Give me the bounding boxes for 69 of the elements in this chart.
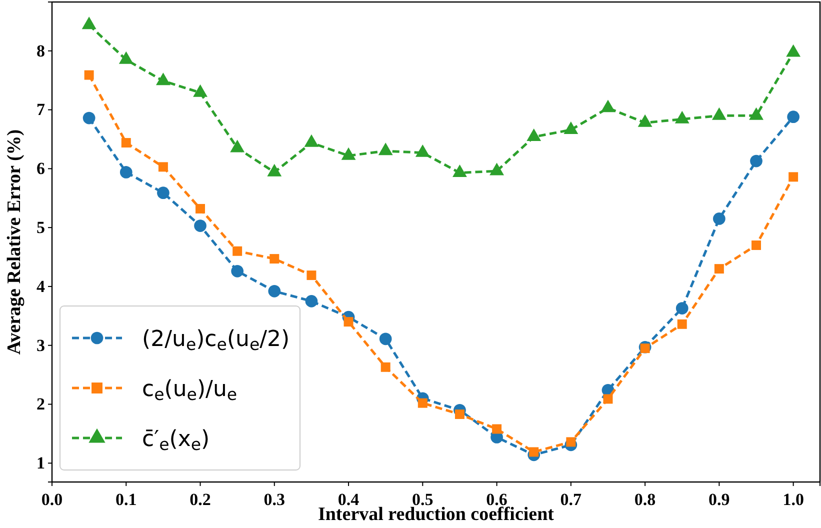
point xyxy=(714,264,724,274)
x-tick-label: 0.1 xyxy=(116,490,137,510)
point xyxy=(638,114,652,127)
point xyxy=(118,51,134,64)
point xyxy=(677,319,687,329)
point xyxy=(120,166,132,178)
point xyxy=(490,162,504,176)
point xyxy=(156,72,170,86)
x-tick-label: 0.9 xyxy=(708,490,730,510)
point xyxy=(341,147,356,160)
x-tick-label: 0.0 xyxy=(41,490,63,510)
point xyxy=(676,302,688,314)
point xyxy=(270,254,280,264)
point xyxy=(305,295,318,308)
y-tick-label: 8 xyxy=(36,41,45,60)
point xyxy=(640,344,650,354)
point xyxy=(232,246,242,256)
point xyxy=(454,410,464,420)
point xyxy=(566,437,576,447)
point xyxy=(157,186,170,199)
point xyxy=(82,16,96,30)
y-axis-title: Average Relative Error (%) xyxy=(4,129,25,355)
point xyxy=(158,162,168,172)
x-tick-label: 0.3 xyxy=(264,490,286,510)
point xyxy=(603,394,613,404)
point xyxy=(267,164,282,176)
point xyxy=(268,285,281,298)
point xyxy=(786,44,801,57)
point xyxy=(380,362,390,372)
point xyxy=(379,332,392,346)
y-tick-label: 3 xyxy=(36,336,45,355)
y-tick-label: 5 xyxy=(36,218,45,238)
point xyxy=(344,317,354,327)
x-tick-label: 0.7 xyxy=(560,490,582,510)
x-tick-label: 1.0 xyxy=(782,490,804,510)
point xyxy=(196,204,206,214)
point xyxy=(564,121,578,134)
point xyxy=(752,240,761,250)
point xyxy=(674,110,690,124)
point xyxy=(194,220,206,232)
point xyxy=(418,398,428,408)
point xyxy=(600,100,616,112)
point xyxy=(231,264,244,278)
point xyxy=(788,172,798,182)
point xyxy=(452,164,467,177)
point xyxy=(230,140,245,152)
y-tick-label: 6 xyxy=(36,159,45,178)
point xyxy=(526,128,542,142)
legend-label: c̄′$_{e}$(x$_{e}$) xyxy=(142,427,210,454)
point xyxy=(750,154,762,168)
point xyxy=(712,107,726,120)
point xyxy=(306,270,316,280)
point xyxy=(378,142,393,156)
y-tick-label: 4 xyxy=(36,276,46,296)
legend-label: c$_{e}$(u$_{e}$)/u$_{e}$ xyxy=(142,377,238,404)
point xyxy=(529,447,539,457)
point xyxy=(193,84,208,97)
point xyxy=(492,424,502,434)
point xyxy=(749,107,764,120)
legend-label: (2/u$_{e}$)c$_{e}$(u$_{e}$/2) xyxy=(142,327,290,354)
y-tick-label: 1 xyxy=(36,454,45,473)
point xyxy=(713,212,726,225)
y-tick-label: 7 xyxy=(36,100,46,120)
point xyxy=(415,144,430,157)
x-tick-label: 0.2 xyxy=(190,490,211,510)
x-tick-label: 0.8 xyxy=(634,490,656,510)
point xyxy=(304,134,319,147)
y-tick-label: 2 xyxy=(36,394,45,414)
x-tick-label: 0.4 xyxy=(338,490,360,510)
